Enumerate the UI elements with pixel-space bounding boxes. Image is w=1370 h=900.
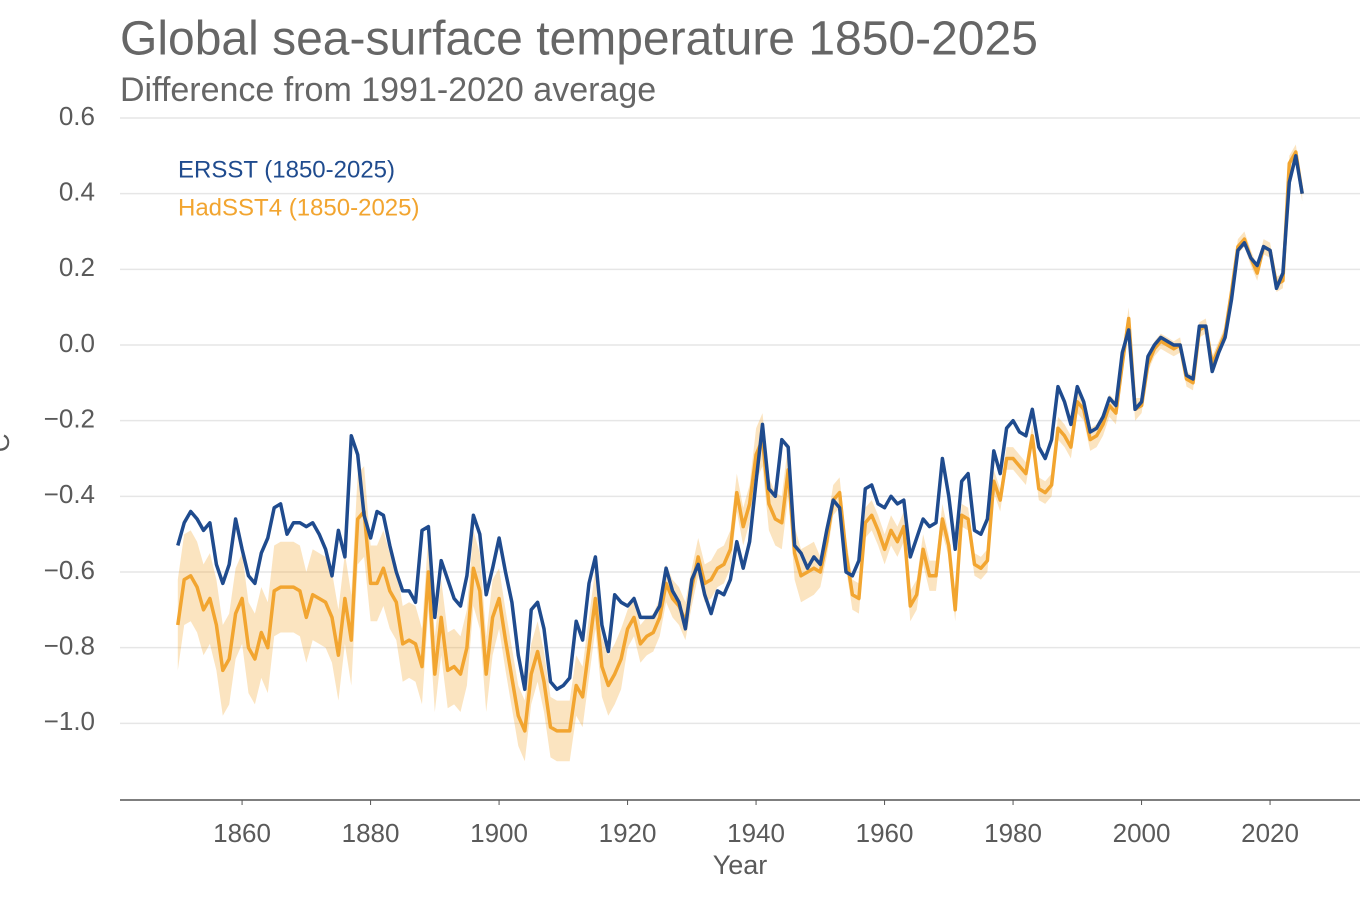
x-tick-label: 1900: [470, 818, 528, 848]
x-tick-label: 1860: [213, 818, 271, 848]
y-tick-label: 0.2: [59, 252, 95, 282]
x-tick-label: 1980: [984, 818, 1042, 848]
x-tick-label: 2020: [1241, 818, 1299, 848]
chart-subtitle: Difference from 1991-2020 average: [120, 71, 656, 109]
y-tick-label: −0.2: [44, 404, 95, 434]
legend-entry: HadSST4 (1850-2025): [178, 194, 419, 221]
series-line: [176, 154, 1304, 692]
y-tick-label: −0.4: [44, 479, 95, 509]
x-axis-label: Year: [713, 850, 768, 880]
y-axis-label: °C: [0, 433, 15, 462]
x-tick-label: 1940: [727, 818, 785, 848]
x-tick-label: 1920: [599, 818, 657, 848]
chart-title: Global sea-surface temperature 1850-2025: [120, 13, 1038, 66]
x-tick-label: 1880: [342, 818, 400, 848]
x-tick-label: 1960: [856, 818, 914, 848]
legend-entry: ERSST (1850-2025): [178, 156, 395, 183]
y-tick-label: −0.6: [44, 555, 95, 585]
y-tick-label: 0.6: [59, 101, 95, 131]
y-tick-label: 0.4: [59, 177, 95, 207]
x-tick-label: 2000: [1113, 818, 1171, 848]
uncertainty-band: [177, 144, 1303, 762]
y-tick-label: −0.8: [44, 631, 95, 661]
y-tick-label: 0.0: [59, 328, 95, 358]
y-tick-label: −1.0: [44, 706, 95, 736]
